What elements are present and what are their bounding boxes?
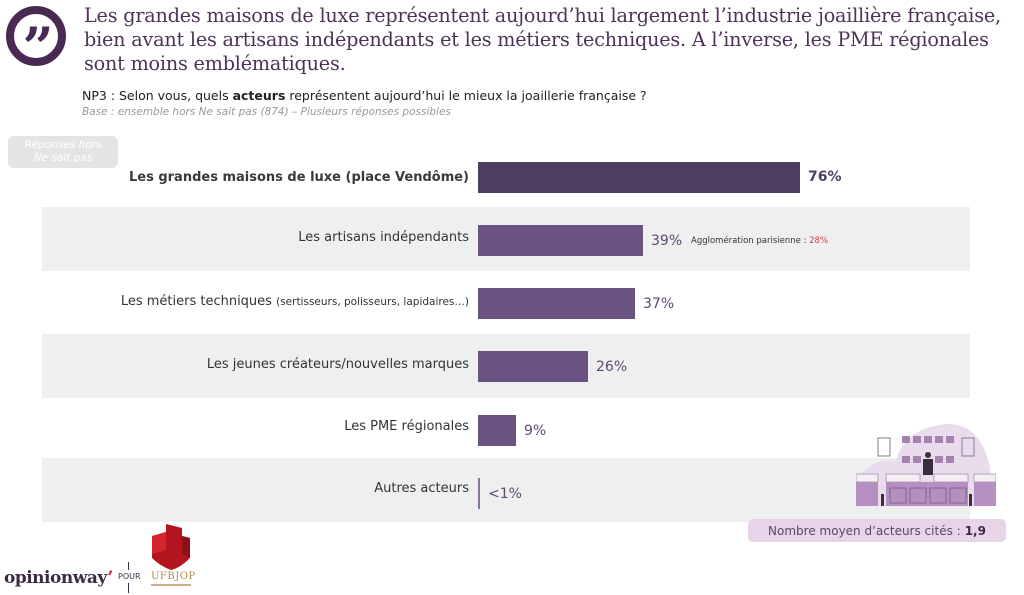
jewelry-shop-illustration: [856, 423, 996, 506]
responses-badge: Réponses hors Ne sait pas: [8, 136, 118, 168]
badge-line-1: Réponses hors: [24, 139, 102, 151]
category-label: Les artisans indépendants: [298, 230, 469, 245]
category-label: Les PME régionales: [344, 419, 469, 434]
quote-icon-circle: [6, 6, 66, 66]
category-label: Les jeunes créateurs/nouvelles marques: [206, 357, 469, 372]
category-label: Les grandes maisons de luxe (place Vendô…: [128, 170, 469, 185]
base-note: Base : ensemble hors Ne sait pas (874) –…: [82, 106, 451, 118]
ufbjop-shield-icon: [152, 524, 190, 570]
category-label: Autres acteurs: [374, 481, 469, 496]
average-label: Nombre moyen d’acteurs cités :: [768, 523, 961, 538]
value-label: 39%: [651, 233, 683, 249]
ufbjop-logo: UFBJOP: [151, 571, 196, 582]
badge-line-2: Ne sait pas: [33, 152, 93, 164]
annotation-label: Agglomération parisienne :: [691, 236, 810, 246]
value-label: 37%: [643, 296, 675, 312]
divider: [128, 583, 129, 593]
bar: [478, 225, 643, 256]
opinionway-logo: opinionway’: [4, 568, 113, 588]
category-label: Les métiers techniques (sertisseurs, pol…: [121, 294, 469, 309]
category-label-subtext: (sertisseurs, polisseurs, lapidaires…): [276, 296, 469, 308]
opinionway-logo-text: opinionway: [4, 568, 108, 588]
average-value: 1,9: [964, 523, 986, 538]
headline: Les grandes maisons de luxe représentent…: [84, 4, 1001, 75]
divider: [128, 562, 129, 570]
question-suffix: représentent aujourd’hui le mieux la joa…: [285, 88, 647, 103]
question: NP3 : Selon vous, quels acteurs représen…: [82, 88, 647, 103]
category-label-main: Les métiers techniques: [120, 294, 272, 309]
bar: [478, 351, 588, 382]
question-bold: acteurs: [232, 88, 286, 103]
bar: [478, 478, 480, 509]
row-band: [42, 458, 970, 522]
annotation-value: 28%: [809, 236, 829, 246]
bar: [478, 288, 635, 319]
bar: [478, 415, 516, 446]
pour-label: POUR: [118, 572, 141, 581]
value-label: 9%: [524, 423, 547, 439]
value-label: 76%: [808, 169, 842, 185]
value-label: <1%: [488, 486, 522, 502]
average-actors-badge: Nombre moyen d’acteurs cités : 1,9: [748, 519, 1006, 542]
ufbjop-logo-underline: [151, 584, 191, 586]
question-prefix: NP3 : Selon vous, quels: [82, 88, 233, 103]
value-label: 26%: [596, 359, 628, 375]
bar: [478, 162, 800, 193]
quote-icon: ”: [22, 15, 53, 79]
annotation: Agglomération parisienne : 28%: [691, 236, 828, 246]
